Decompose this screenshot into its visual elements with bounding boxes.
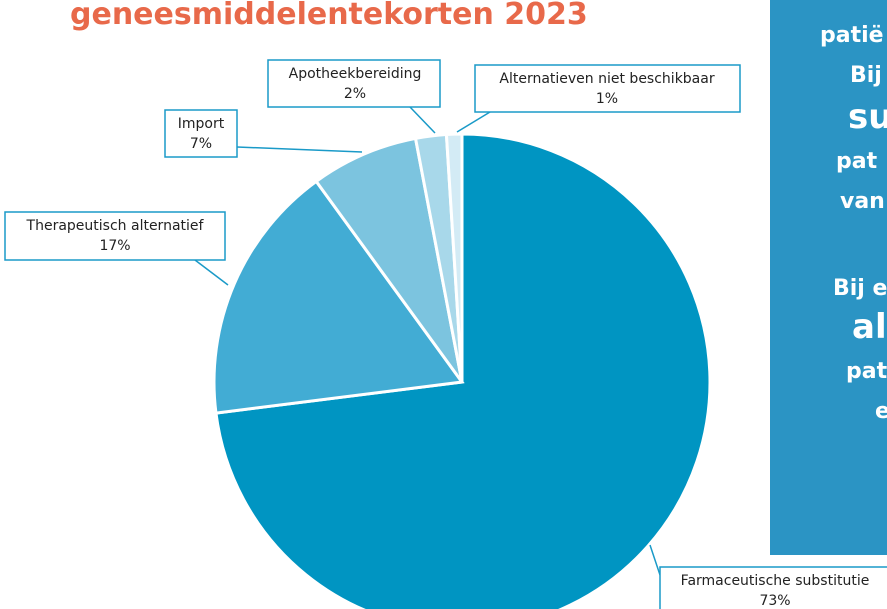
category-label: Alternatieven niet beschikbaar — [499, 71, 714, 87]
callout-line — [456, 111, 491, 133]
callout-line — [236, 146, 363, 153]
chart-title: geneesmiddelentekorten 2023 — [70, 0, 588, 32]
label-box — [659, 566, 887, 609]
value-label: 17% — [99, 238, 130, 254]
category-label: Farmaceutische substitutie — [681, 573, 870, 589]
label-box — [4, 211, 226, 261]
side-line: patië — [820, 23, 884, 48]
side-text: patië Bij su pat van Bij e al pat e — [820, 23, 887, 424]
slice — [314, 136, 464, 383]
callout-line — [409, 106, 436, 134]
pie — [212, 132, 712, 609]
side-line: al — [852, 307, 887, 347]
callout-line — [194, 259, 229, 286]
value-label: 1% — [596, 91, 618, 107]
labels: Farmaceutische substitutie 73% Therapeutis… — [4, 59, 887, 609]
label-box — [474, 64, 741, 113]
value-label: 7% — [190, 136, 212, 152]
side-line: pat — [836, 149, 878, 174]
category-label: Therapeutisch alternatief — [26, 218, 205, 234]
callout-line — [649, 544, 661, 576]
value-label: 2% — [344, 86, 366, 102]
category-label: Import — [178, 116, 225, 132]
slice — [212, 179, 465, 415]
label-box — [267, 59, 441, 108]
side-line: van — [840, 189, 885, 214]
side-line: su — [848, 97, 887, 137]
side-line: Bij e — [833, 276, 887, 301]
value-label: 73% — [759, 593, 790, 609]
slice — [444, 132, 464, 383]
category-label: Apotheekbereiding — [289, 66, 422, 82]
side-line: pat — [846, 359, 887, 384]
label-box — [164, 109, 238, 158]
side-panel — [770, 0, 887, 555]
side-line: e — [875, 399, 887, 424]
side-line: Bij — [850, 63, 882, 88]
